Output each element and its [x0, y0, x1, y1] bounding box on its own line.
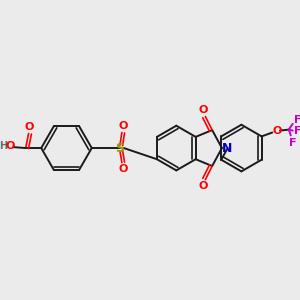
Text: F: F [289, 138, 296, 148]
Text: O: O [118, 164, 128, 174]
Text: F: F [294, 115, 300, 125]
Text: O: O [272, 126, 282, 136]
Text: F: F [294, 126, 300, 136]
Text: O: O [5, 141, 15, 151]
Text: O: O [199, 182, 208, 191]
Text: O: O [199, 105, 208, 115]
Text: N: N [222, 142, 232, 154]
Text: S: S [116, 142, 124, 154]
Text: O: O [118, 121, 128, 131]
Text: H: H [0, 141, 8, 151]
Text: O: O [25, 122, 34, 132]
